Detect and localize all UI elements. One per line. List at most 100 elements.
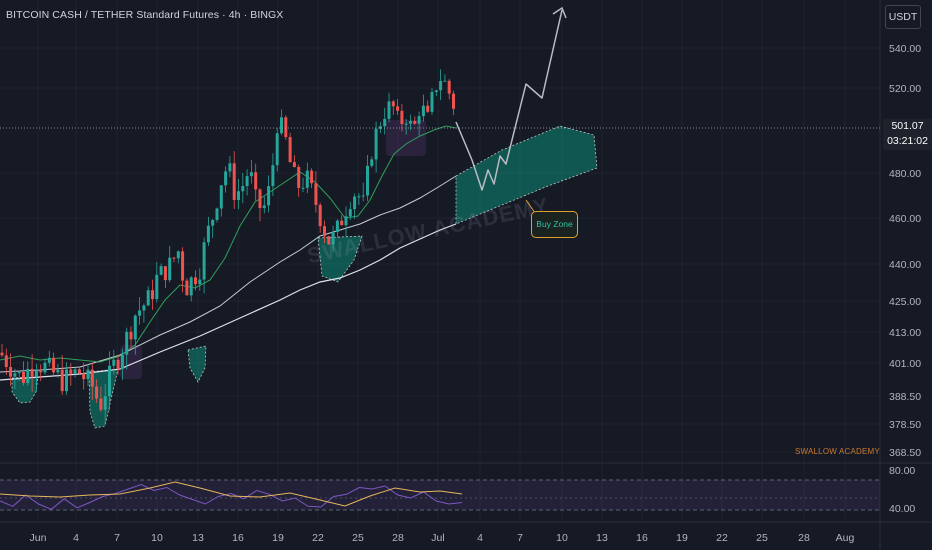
candle-down	[310, 170, 314, 184]
candle-down	[22, 371, 25, 384]
candle-up	[56, 369, 60, 373]
time-tick: 10	[151, 532, 163, 544]
candle-up	[120, 354, 124, 370]
candle-up	[357, 196, 361, 198]
candle-up	[305, 170, 309, 188]
candle-up	[17, 371, 21, 374]
price-tick: 540.00	[889, 43, 921, 55]
price-tick: 460.00	[889, 213, 921, 225]
candle-up	[409, 120, 412, 124]
candle-down	[447, 80, 451, 94]
candle-down	[327, 236, 331, 245]
time-tick: 4	[73, 532, 79, 544]
candle-up	[155, 274, 159, 300]
candle-down	[163, 266, 167, 281]
candle-up	[241, 186, 245, 192]
bar-countdown: 03:21:02	[887, 135, 928, 147]
candle-down	[39, 370, 43, 373]
candle-down	[297, 166, 301, 188]
candle-down	[82, 373, 86, 380]
candle-down	[323, 226, 326, 237]
time-tick: 22	[312, 532, 324, 544]
candle-up	[271, 165, 275, 187]
candle-down	[99, 398, 103, 410]
price-tick: 388.50	[889, 391, 921, 403]
rsi-tick: 40.00	[889, 503, 915, 515]
candle-up	[228, 163, 232, 172]
candle-up	[366, 165, 369, 196]
candle-up	[353, 196, 357, 210]
price-tick: 480.00	[889, 168, 921, 180]
time-tick: 19	[272, 532, 284, 544]
candle-up	[13, 373, 17, 377]
candle-down	[292, 162, 296, 167]
candle-down	[318, 204, 322, 227]
candle-up	[245, 176, 249, 187]
time-tick: 10	[556, 532, 568, 544]
price-tick: 520.00	[889, 83, 921, 95]
candle-up	[47, 357, 51, 363]
candle-up	[374, 128, 378, 160]
candle-up	[198, 279, 202, 285]
time-tick: 22	[716, 532, 728, 544]
candle-up	[168, 257, 172, 281]
currency-button[interactable]: USDT	[885, 5, 921, 29]
candle-up	[249, 172, 253, 177]
projection-arrowhead	[552, 6, 567, 19]
candle-down	[77, 369, 81, 374]
candle-down	[426, 105, 430, 112]
candle-up	[189, 277, 193, 296]
time-tick: 13	[596, 532, 608, 544]
time-tick: 13	[192, 532, 204, 544]
candle-up	[176, 251, 180, 259]
candle-down	[340, 220, 344, 226]
candle-down	[172, 257, 176, 259]
projection-path	[455, 9, 563, 191]
long-moving-average	[0, 223, 457, 381]
candle-up	[439, 81, 443, 91]
candlestick-series	[0, 69, 455, 425]
author-label: SWALLOW ACADEMY	[795, 447, 880, 456]
candle-up	[267, 186, 271, 206]
candle-up	[86, 369, 90, 380]
candle-up	[344, 216, 348, 226]
time-tick: 28	[392, 532, 404, 544]
candle-up	[146, 290, 150, 306]
candle-up	[133, 315, 137, 340]
candle-up	[348, 209, 352, 217]
chart-title: BITCOIN CASH / TETHER Standard Futures ·…	[6, 9, 284, 21]
candle-up	[237, 191, 240, 200]
buy-zone-label: Buy Zone	[531, 211, 578, 238]
candle-down	[194, 277, 197, 285]
candle-down	[151, 290, 154, 300]
candle-up	[430, 92, 434, 112]
ema-line	[0, 125, 457, 363]
candle-down	[258, 189, 262, 209]
zone-shape-3	[187, 345, 207, 383]
time-tick: 19	[676, 532, 688, 544]
candle-up	[34, 370, 38, 377]
candle-up	[211, 220, 215, 226]
candle-down	[396, 106, 400, 111]
rsi-moving-average	[0, 481, 463, 507]
candle-down	[0, 352, 4, 356]
candle-up	[262, 205, 266, 209]
candle-up	[378, 126, 382, 129]
time-tick: 16	[232, 532, 244, 544]
candle-up	[112, 359, 116, 366]
candle-down	[181, 251, 185, 281]
zone-shape-4	[317, 235, 363, 283]
price-tick: 413.00	[889, 327, 921, 339]
candle-up	[215, 208, 219, 221]
time-tick: 4	[477, 532, 483, 544]
rsi-band	[0, 480, 880, 510]
candle-up	[43, 362, 47, 373]
candle-down	[391, 101, 395, 107]
price-axis: 540.00 520.00 480.00 460.00 440.00 425.0…	[889, 43, 921, 515]
candle-up	[383, 118, 387, 127]
mid-moving-average	[0, 175, 457, 373]
candle-up	[138, 310, 142, 316]
vertical-grid	[37, 0, 846, 522]
time-tick: 28	[798, 532, 810, 544]
